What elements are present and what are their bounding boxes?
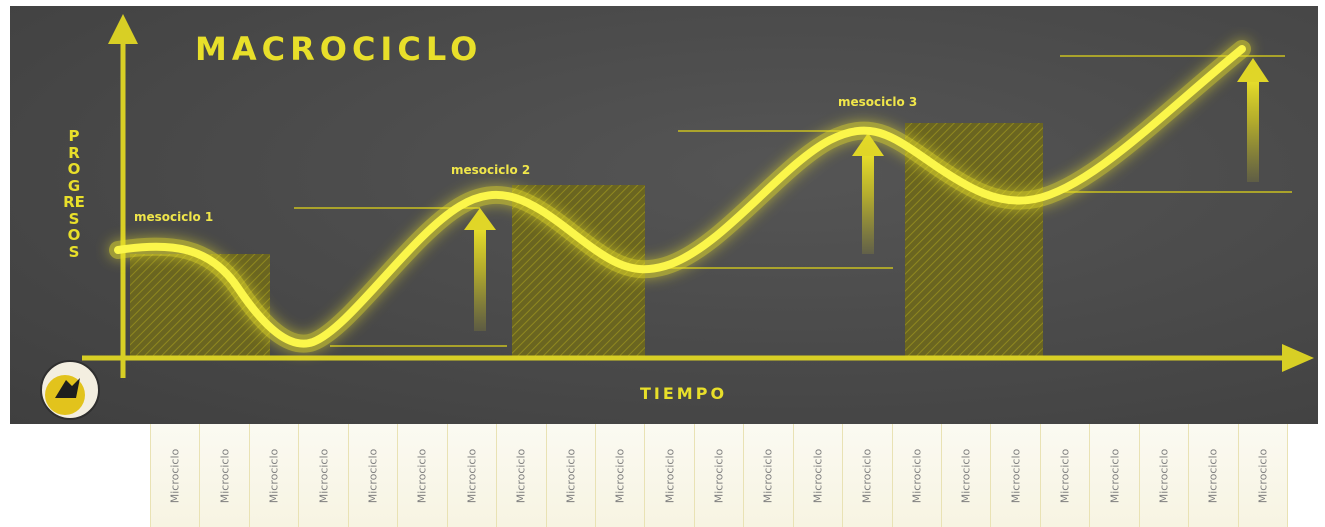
microcycle-label: Microciclo [1009, 448, 1023, 503]
microcycle-column: Microciclo [348, 424, 399, 527]
microcycle-label: Microciclo [168, 448, 182, 503]
microcycle-label: Microciclo [1058, 448, 1072, 503]
microcycle-column: Microciclo [497, 424, 547, 527]
progress-arrow-3 [1237, 58, 1269, 182]
microcycle-column: Microciclo [546, 424, 596, 527]
microcycle-column: Microciclo [447, 424, 498, 527]
brand-logo [40, 360, 100, 420]
reference-lines [294, 55, 1292, 347]
progress-arrow-1 [464, 208, 496, 331]
microcycle-column: Microciclo [843, 424, 893, 527]
microcycle-label: Microciclo [712, 448, 726, 503]
y-axis-label: PROGRESOS [63, 127, 85, 261]
phase-label-2: mesociclo 2 [451, 163, 531, 177]
x-axis [82, 344, 1314, 372]
microcycle-label: Microciclo [1206, 448, 1220, 503]
microcycle-column: Microciclo [200, 424, 250, 527]
microcycle-label: Microciclo [317, 448, 331, 503]
progress-curve [109, 40, 1251, 353]
microcycle-label: Microciclo [613, 448, 627, 503]
microcycle-column: Microciclo [1139, 424, 1190, 527]
progress-curve-core [114, 45, 1246, 348]
microcycle-label: Microciclo [663, 448, 677, 503]
microcycle-label: Microciclo [959, 448, 973, 503]
phase-label-1: mesociclo 1 [134, 210, 214, 224]
microcycle-column: Microciclo [942, 424, 992, 527]
microcycle-label: Microciclo [465, 448, 479, 503]
microcycle-label: Microciclo [1256, 448, 1270, 503]
macrocycle-diagram: MACROCICLO PROGRESOS TIEMPO mesociclo 1 … [10, 6, 1318, 424]
microcycle-column: Microciclo [1189, 424, 1239, 527]
microcycle-column: Microciclo [645, 424, 695, 527]
microcycle-label: Microciclo [366, 448, 380, 503]
microcycle-label: Microciclo [860, 448, 874, 503]
microcycle-label: Microciclo [1157, 448, 1171, 503]
microcycle-label: Microciclo [415, 448, 429, 503]
microcycle-column: Microciclo [299, 424, 349, 527]
microcycle-label: Microciclo [514, 448, 528, 503]
microcycle-column: Microciclo [595, 424, 646, 527]
microcycle-label: Microciclo [910, 448, 924, 503]
microcycle-column: Microciclo [1040, 424, 1091, 527]
microcycle-label: Microciclo [761, 448, 775, 503]
microcycle-column: Microciclo [249, 424, 300, 527]
microcycle-column: Microciclo [793, 424, 844, 527]
microcycle-column: Microciclo [398, 424, 448, 527]
microcycle-label: Microciclo [218, 448, 232, 503]
y-axis [108, 14, 138, 378]
microcycle-strip: Microciclo Microciclo Microciclo Microciclo… [150, 424, 1289, 527]
phase-label-3: mesociclo 3 [838, 95, 918, 109]
x-axis-label: TIEMPO [640, 384, 728, 403]
diagram-title: MACROCICLO [195, 30, 483, 68]
microcycle-column: Microciclo [150, 424, 201, 527]
microcycle-label: Microciclo [564, 448, 578, 503]
diagram-graphics [40, 14, 1314, 420]
microcycle-label: Microciclo [267, 448, 281, 503]
microcycle-column: Microciclo [744, 424, 794, 527]
microcycle-column: Microciclo [1090, 424, 1140, 527]
microcycle-column: Microciclo [991, 424, 1041, 527]
microcycle-label: Microciclo [1108, 448, 1122, 503]
microcycle-column: Microciclo [1238, 424, 1289, 527]
microcycle-label: Microciclo [811, 448, 825, 503]
microcycle-column: Microciclo [892, 424, 942, 527]
progress-arrow-2 [852, 133, 884, 254]
microcycle-column: Microciclo [694, 424, 745, 527]
